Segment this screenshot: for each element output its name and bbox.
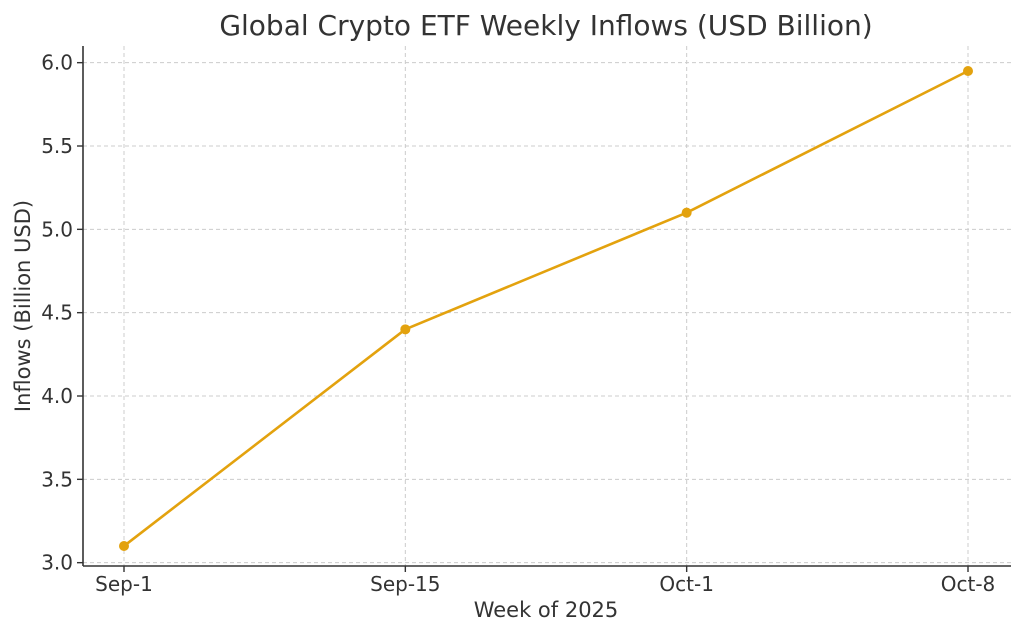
data-point-marker	[963, 66, 973, 76]
grid	[83, 46, 1011, 566]
y-axis-label: Inflows (Billion USD)	[11, 200, 35, 412]
y-tick-label: 5.5	[41, 134, 73, 158]
y-tick-label: 4.5	[41, 301, 73, 325]
y-tick-label: 3.5	[41, 467, 73, 491]
data-point-marker	[119, 541, 129, 551]
x-axis-label: Week of 2025	[474, 598, 619, 622]
axes	[82, 46, 1011, 567]
chart-title: Global Crypto ETF Weekly Inflows (USD Bi…	[219, 9, 872, 42]
x-tick-label: Sep-15	[370, 572, 440, 596]
ticks: 3.0 3.5 4.0 4.5 5.0 5.5 6.0 Sep-1 Sep-15 Oct-1 Oct…	[41, 51, 995, 596]
data-point-marker	[681, 207, 692, 218]
y-tick-label: 5.0	[41, 217, 73, 241]
x-tick-label: Oct-1	[659, 572, 714, 596]
y-tick-label: 4.0	[41, 384, 73, 408]
x-tick-label: Oct-8	[941, 572, 996, 596]
series	[119, 66, 973, 551]
series-line	[122, 69, 970, 548]
data-point-marker	[400, 324, 411, 335]
x-tick-label: Sep-1	[95, 572, 153, 596]
y-tick-label: 6.0	[41, 51, 73, 75]
y-tick-label: 3.0	[41, 551, 73, 575]
